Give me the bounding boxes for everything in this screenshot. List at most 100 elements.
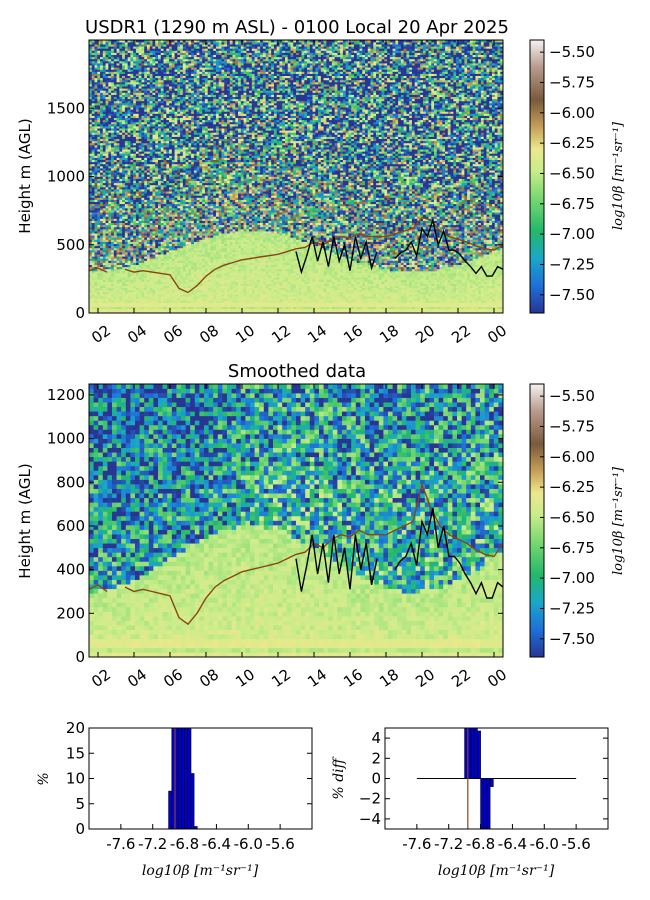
heatmap-cell (166, 302, 170, 305)
heatmap-cell (431, 281, 435, 284)
heatmap-cell (127, 252, 131, 255)
heatmap-cell (458, 298, 462, 301)
heatmap-cell (102, 275, 106, 278)
heatmap-cell (282, 292, 286, 295)
heatmap-cell (467, 277, 471, 280)
heatmap-cell (353, 292, 358, 295)
heatmap-cell (362, 304, 366, 307)
heatmap-cell (113, 256, 117, 259)
heatmap-cell (276, 252, 280, 255)
heatmap-cell (171, 308, 175, 312)
heatmap-cell (304, 254, 308, 257)
heatmap-cell (467, 273, 471, 276)
heatmap-cell (171, 262, 175, 265)
heatmap-cell (431, 271, 435, 274)
heatmap-cell (478, 275, 482, 278)
heatmap-cell (450, 281, 454, 284)
heatmap-cell (309, 279, 313, 282)
heatmap-cell (166, 258, 170, 261)
heatmap-cell (279, 254, 283, 257)
heatmap-cell (215, 268, 220, 272)
heatmap-cell (138, 243, 142, 247)
heatmap-cell (188, 264, 192, 268)
heatmap-cell (94, 247, 98, 251)
heatmap-cell (500, 292, 504, 295)
heatmap-cell (188, 268, 192, 272)
heatmap-cell (469, 294, 473, 297)
heatmap-cell (400, 294, 404, 297)
heatmap-cell (122, 294, 126, 297)
heatmap-cell (351, 300, 355, 303)
heatmap-cell (403, 285, 407, 289)
heatmap-cell (497, 250, 501, 253)
heatmap-cell (221, 260, 225, 263)
heatmap-cell (108, 287, 112, 291)
heatmap-cell (287, 256, 291, 259)
heatmap-cell (279, 294, 283, 297)
heatmap-cell (246, 283, 250, 286)
heatmap-cell (442, 264, 446, 268)
heatmap-cell (491, 245, 496, 249)
heatmap-cell (215, 292, 220, 295)
heatmap-cell (304, 243, 308, 247)
heatmap-cell (403, 304, 407, 307)
heatmap-cell (450, 302, 454, 305)
heatmap-cell (436, 254, 440, 257)
heatmap-cell (238, 306, 242, 310)
heatmap-cell (387, 256, 391, 259)
heatmap-cell (105, 252, 109, 255)
heatmap-cell (268, 281, 272, 284)
heatmap-cell (489, 279, 493, 282)
heatmap-cell (370, 283, 374, 286)
heatmap-cell (193, 252, 197, 255)
heatmap-cell (315, 302, 319, 305)
heatmap-cell (130, 275, 134, 278)
heatmap-cell (428, 287, 432, 291)
heatmap-cell (400, 306, 404, 310)
heatmap-cell (428, 252, 432, 255)
heatmap-cell (149, 308, 153, 312)
heatmap-cell (439, 310, 443, 314)
heatmap-cell (213, 245, 217, 249)
heatmap-cell (240, 252, 244, 255)
heatmap-cell (271, 252, 275, 255)
heatmap-cell (246, 266, 250, 270)
heatmap-cell (365, 266, 369, 270)
heatmap-cell (271, 243, 275, 247)
heatmap-cell (400, 256, 404, 259)
heatmap-cell (265, 292, 269, 295)
heatmap-cell (381, 279, 385, 282)
heatmap-cell (442, 256, 446, 259)
heatmap-cell (411, 243, 415, 247)
heatmap-cell (320, 245, 324, 249)
heatmap-cell (367, 302, 371, 305)
heatmap-cell (240, 247, 244, 251)
heatmap-cell (472, 273, 476, 276)
heatmap-cell (445, 302, 449, 305)
heatmap-cell (287, 300, 291, 303)
heatmap-cell (238, 273, 242, 276)
heatmap-cell (127, 264, 131, 268)
heatmap-cell (392, 258, 396, 261)
heatmap-cell (224, 256, 228, 259)
heatmap-cell (403, 281, 407, 284)
heatmap-cell (395, 283, 399, 286)
heatmap-cell (304, 289, 308, 293)
heatmap-cell (273, 310, 277, 314)
heatmap-cell (450, 304, 454, 307)
heatmap-cell (489, 300, 493, 303)
heatmap-cell (273, 262, 277, 265)
heatmap-cell (240, 256, 244, 259)
heatmap-cell (436, 302, 440, 305)
heatmap-cell (141, 300, 145, 303)
heatmap-cell (365, 275, 369, 278)
heatmap-cell (384, 302, 388, 305)
heatmap-cell (334, 256, 338, 259)
heatmap-cell (210, 268, 214, 272)
heatmap-cell (398, 258, 402, 261)
heatmap-cell (271, 302, 275, 305)
heatmap-cell (453, 262, 457, 265)
heatmap-cell (342, 298, 346, 301)
heatmap-cell (469, 256, 473, 259)
heatmap-cell (458, 260, 462, 263)
